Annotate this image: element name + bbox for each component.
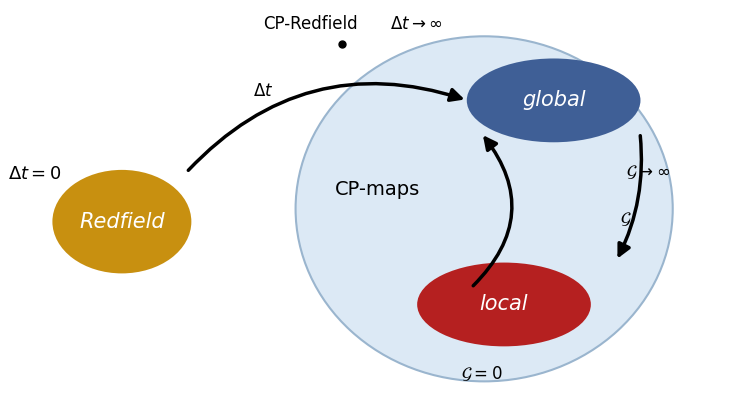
Text: local: local — [480, 294, 528, 314]
Text: CP-Redfield: CP-Redfield — [263, 15, 357, 33]
Ellipse shape — [53, 170, 192, 273]
Text: $\Delta t \rightarrow \infty$: $\Delta t \rightarrow \infty$ — [390, 15, 442, 33]
Ellipse shape — [467, 58, 640, 142]
Text: CP-maps: CP-maps — [335, 180, 421, 199]
Text: $\Delta t = 0$: $\Delta t = 0$ — [7, 165, 61, 183]
Text: $\mathcal{G}$: $\mathcal{G}$ — [620, 210, 632, 228]
Text: $\mathcal{G} \rightarrow \infty$: $\mathcal{G} \rightarrow \infty$ — [626, 164, 670, 181]
FancyArrowPatch shape — [188, 84, 461, 170]
Text: Redfield: Redfield — [79, 212, 165, 232]
FancyArrowPatch shape — [619, 136, 641, 255]
Ellipse shape — [417, 262, 591, 346]
Ellipse shape — [296, 36, 672, 381]
FancyArrowPatch shape — [473, 138, 512, 286]
Text: $\Delta t$: $\Delta t$ — [253, 82, 273, 100]
Text: global: global — [522, 90, 585, 110]
Text: $\mathcal{G} = 0$: $\mathcal{G} = 0$ — [461, 364, 503, 383]
